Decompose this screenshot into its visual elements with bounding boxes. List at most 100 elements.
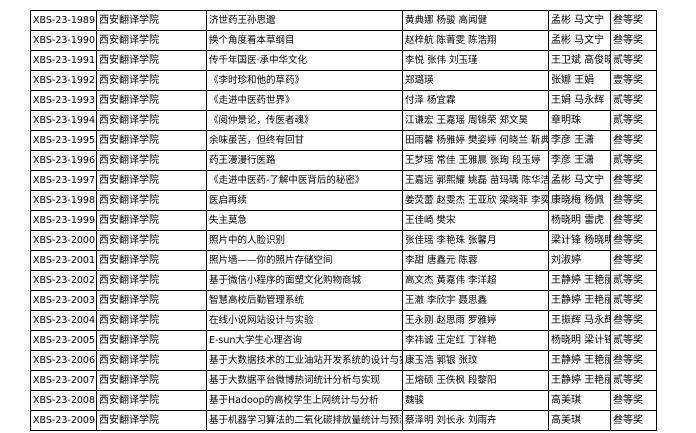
school: 西安翻译学院 <box>96 370 207 391</box>
award: 壹等奖 <box>610 70 657 91</box>
school: 西安翻译学院 <box>96 170 207 191</box>
project-title: 余味虽苦，但终有回甘 <box>206 130 403 151</box>
advisors: 张娜 王娟 <box>548 70 611 91</box>
school: 西安翻译学院 <box>96 330 207 351</box>
school: 西安翻译学院 <box>96 190 207 211</box>
table-row: XBS-23-1989 西安翻译学院 济世药王孙思邈 黄典娜 杨骏 高闻健 孟彬 马文宁… <box>30 10 657 31</box>
members: 江谦宏 王嘉瑶 周锦荣 郑文昊 <box>402 110 549 131</box>
school: 西安翻译学院 <box>96 110 207 131</box>
advisors: 李彦 王潇 <box>548 130 611 151</box>
entry-id: XBS-23-1989 <box>30 10 97 31</box>
project-title: 照片中的人脸识别 <box>206 230 403 251</box>
school: 西安翻译学院 <box>96 90 207 111</box>
advisors: 梁计锋 杨晓明 <box>548 230 611 251</box>
entry-id: XBS-23-2007 <box>30 370 97 391</box>
advisors: 高美琪 <box>548 410 611 431</box>
award: 贰等奖 <box>610 150 657 171</box>
project-title: 基于大数据技术的工业油站开发系统的设计与实现 <box>206 350 403 371</box>
members: 李悦 张伟 刘玉瑾 <box>402 50 549 71</box>
advisors: 孟彬 马文宁 <box>548 10 611 31</box>
members: 姜荧蕾 赵雯杰 王亚欣 梁晓菲 李奕斐 <box>402 190 549 211</box>
award: 贰等奖 <box>610 110 657 131</box>
table-row: XBS-23-1993 西安翻译学院 《走进中医药世界》 付泽 杨宜霖 王娟 马永辉 贰等… <box>30 90 657 111</box>
entry-id: XBS-23-2003 <box>30 290 97 311</box>
advisors: 康晓梅 杨佩 <box>548 190 611 211</box>
project-title: E-sun大学生心理咨询 <box>206 330 403 351</box>
table-row: XBS-23-2005 西安翻译学院 E-sun大学生心理咨询 李祎诚 王定红 丁祥艳… <box>30 330 657 351</box>
table-row: XBS-23-2008 西安翻译学院 基于Hadoop的高校学生上网统计与分析 魏骏高… <box>30 390 657 411</box>
award-table: XBS-23-1989 西安翻译学院 济世药王孙思邈 黄典娜 杨骏 高闻健 孟彬 马文宁… <box>30 10 657 431</box>
entry-id: XBS-23-1994 <box>30 110 97 131</box>
members: 王佳崎 樊宋 <box>402 210 549 231</box>
school: 西安翻译学院 <box>96 250 207 271</box>
entry-id: XBS-23-1996 <box>30 150 97 171</box>
school: 西安翻译学院 <box>96 210 207 231</box>
members: 付泽 杨宜霖 <box>402 90 549 111</box>
table-row: XBS-23-2004 西安翻译学院 在线小说网站设计与实验 王永刚 赵思雨 罗雅婷王… <box>30 310 657 331</box>
entry-id: XBS-23-1992 <box>30 70 97 91</box>
table-row: XBS-23-2000 西安翻译学院 照片中的人脸识别 张佳瑶 李艳珠 张馨月 梁计锋 … <box>30 230 657 251</box>
school: 西安翻译学院 <box>96 30 207 51</box>
members: 李祎诚 王定红 丁祥艳 <box>402 330 549 351</box>
advisors: 高美琪 <box>548 390 611 411</box>
entry-id: XBS-23-2005 <box>30 330 97 351</box>
entry-id: XBS-23-2001 <box>30 250 97 271</box>
table-row: XBS-23-2003 西安翻译学院 智慧高校后勤管理系统 王澈 李欣宇 聂思鑫 王静婷… <box>30 290 657 311</box>
advisors: 王振辉 马永辉 <box>548 310 611 331</box>
members: 康玉浩 郭银 张玟 <box>402 350 549 371</box>
advisors: 王静婷 王艳丽 <box>548 370 611 391</box>
table-row: XBS-23-2006 西安翻译学院 基于大数据技术的工业油站开发系统的设计与实现康… <box>30 350 657 371</box>
project-title: 基于机器学习算法的二氧化碳排放量统计与预测 <box>206 410 403 431</box>
table-row: XBS-23-1999 西安翻译学院 失主莫急 王佳崎 樊宋 杨晓明 雷虎 叁等奖 <box>30 210 657 231</box>
members: 黄典娜 杨骏 高闻健 <box>402 10 549 31</box>
table-row: XBS-23-1990 西安翻译学院 换个角度看本草纲目 赵梓航 陈菁雯 陈浩翔 孟彬 … <box>30 30 657 51</box>
project-title: 基于微信小程序的面塑文化购物商城 <box>206 270 403 291</box>
entry-id: XBS-23-2008 <box>30 390 97 411</box>
project-title: 智慧高校后勤管理系统 <box>206 290 403 311</box>
project-title: 传千年国医·承中华文化 <box>206 50 403 71</box>
entry-id: XBS-23-2004 <box>30 310 97 331</box>
project-title: 基于Hadoop的高校学生上网统计与分析 <box>206 390 403 411</box>
project-title: 在线小说网站设计与实验 <box>206 310 403 331</box>
table-body: XBS-23-1989 西安翻译学院 济世药王孙思邈 黄典娜 杨骏 高闻健 孟彬 马文宁… <box>30 10 657 431</box>
members: 王澈 李欣宇 聂思鑫 <box>402 290 549 311</box>
school: 西安翻译学院 <box>96 230 207 251</box>
table-row: XBS-23-1992 西安翻译学院 《李时珍和他的草药》 郑璐瑛 张娜 王娟 壹等奖 <box>30 70 657 91</box>
table-row: XBS-23-2009 西安翻译学院 基于机器学习算法的二氧化碳排放量统计与预测 蔡泽… <box>30 410 657 431</box>
project-title: 《走进中医药世界》 <box>206 90 403 111</box>
school: 西安翻译学院 <box>96 50 207 71</box>
members: 蔡泽明 刘长永 刘雨卉 <box>402 410 549 431</box>
table-row: XBS-23-1997 西安翻译学院 《走进中医药-了解中医背后的秘密》 王嘉远 郭熙… <box>30 170 657 191</box>
award: 叁等奖 <box>610 190 657 211</box>
entry-id: XBS-23-1997 <box>30 170 97 191</box>
table-row: XBS-23-2007 西安翻译学院 基于大数据平台微博热词统计分析与实现 王熔硕 王… <box>30 370 657 391</box>
members: 张佳瑶 李艳珠 张馨月 <box>402 230 549 251</box>
members: 李甜 唐鑫元 陈蓉 <box>402 250 549 271</box>
entry-id: XBS-23-1991 <box>30 50 97 71</box>
project-title: 《阅仲景论，传医者魂》 <box>206 110 403 131</box>
table-row: XBS-23-1994 西安翻译学院 《阅仲景论，传医者魂》 江谦宏 王嘉瑶 周锦荣 … <box>30 110 657 131</box>
award: 叁等奖 <box>610 250 657 271</box>
members: 王梦瑶 常佳 王雅晨 张珣 段玉婷 <box>402 150 549 171</box>
advisors: 孟彬 马文宁 <box>548 170 611 191</box>
school: 西安翻译学院 <box>96 350 207 371</box>
entry-id: XBS-23-1998 <box>30 190 97 211</box>
project-title: 照片墙——你的照片存储空间 <box>206 250 403 271</box>
table-row: XBS-23-1991 西安翻译学院 传千年国医·承中华文化 李悦 张伟 刘玉瑾 王卫斌… <box>30 50 657 71</box>
entry-id: XBS-23-2000 <box>30 230 97 251</box>
members: 郑璐瑛 <box>402 70 549 91</box>
advisors: 王静婷 王艳丽 <box>548 350 611 371</box>
school: 西安翻译学院 <box>96 290 207 311</box>
project-title: 失主莫急 <box>206 210 403 231</box>
school: 西安翻译学院 <box>96 10 207 31</box>
advisors: 章明珠 <box>548 110 611 131</box>
award: 叁等奖 <box>610 10 657 31</box>
award: 叁等奖 <box>610 350 657 371</box>
entry-id: XBS-23-1999 <box>30 210 97 231</box>
entry-id: XBS-23-1995 <box>30 130 97 151</box>
school: 西安翻译学院 <box>96 270 207 291</box>
school: 西安翻译学院 <box>96 130 207 151</box>
award: 叁等奖 <box>610 170 657 191</box>
members: 赵梓航 陈菁雯 陈浩翔 <box>402 30 549 51</box>
members: 田雨馨 杨雅婷 樊姿婷 何晓兰 靳典 <box>402 130 549 151</box>
